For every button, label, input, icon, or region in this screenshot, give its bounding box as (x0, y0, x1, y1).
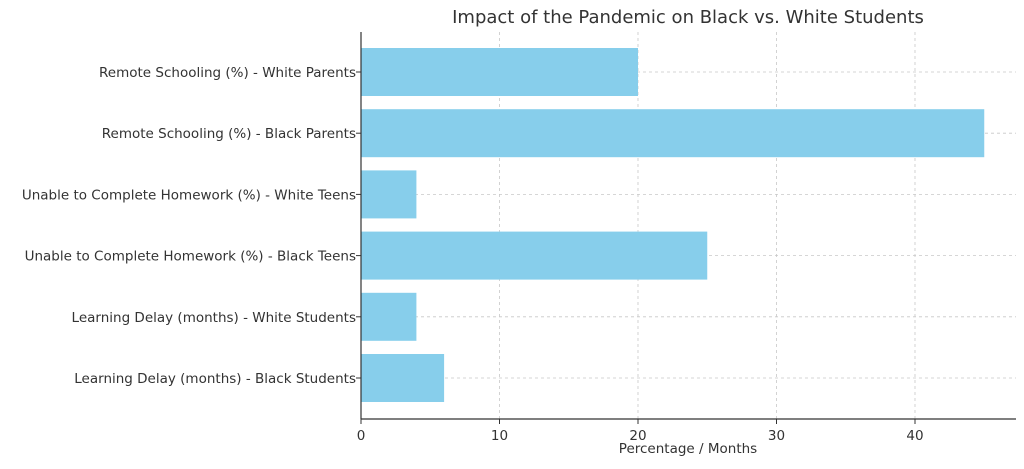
category-label: Remote Schooling (%) - White Parents (99, 65, 356, 81)
x-tick-label: 0 (357, 428, 366, 444)
bar (361, 292, 417, 341)
bar (361, 354, 445, 402)
x-tick-label: 20 (629, 428, 646, 444)
x-axis-title: Percentage / Months (619, 441, 757, 457)
category-labels: Remote Schooling (%) - White Parents Remo… (22, 65, 356, 387)
x-tick-labels: 0 10 20 30 40 (357, 428, 924, 444)
bar (361, 48, 638, 96)
category-label: Unable to Complete Homework (%) - White … (22, 187, 356, 203)
axes (356, 32, 1016, 424)
category-label: Learning Delay (months) - White Students (72, 310, 356, 326)
chart-title: Impact of the Pandemic on Black vs. Whit… (452, 7, 924, 28)
bars (361, 48, 985, 402)
category-label: Learning Delay (months) - Black Students (74, 371, 356, 387)
category-label: Remote Schooling (%) - Black Parents (102, 126, 356, 142)
x-tick-label: 30 (768, 428, 785, 444)
x-tick-label: 10 (491, 428, 508, 444)
bar (361, 109, 985, 158)
bar (361, 231, 708, 280)
category-label: Unable to Complete Homework (%) - Black … (25, 249, 356, 265)
bar (361, 170, 417, 219)
x-tick-label: 40 (906, 428, 923, 444)
